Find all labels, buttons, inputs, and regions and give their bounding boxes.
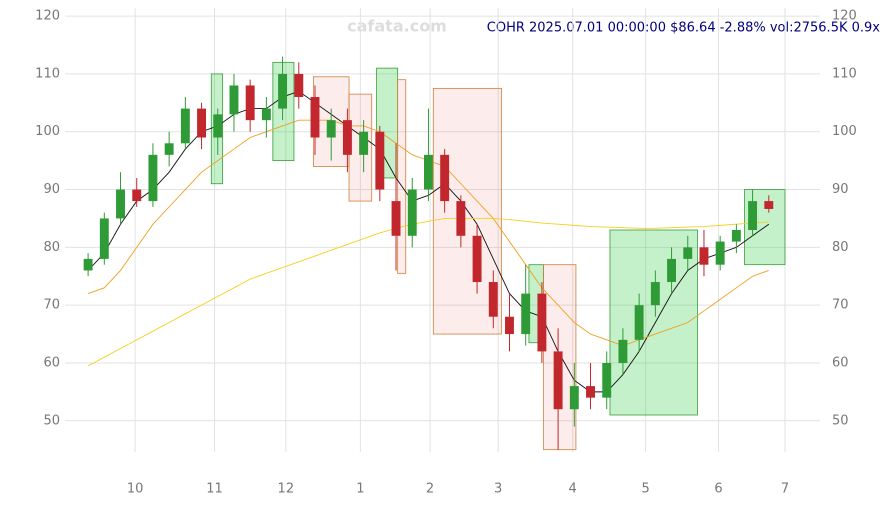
candle-body — [618, 339, 628, 363]
candle-body — [391, 201, 401, 236]
y-tick-label-right: 110 — [832, 66, 857, 81]
candle-body — [164, 143, 174, 155]
y-tick-label-right: 60 — [832, 355, 849, 370]
indicator-line — [87, 217, 769, 367]
candle-body — [586, 386, 595, 398]
candle-body — [488, 282, 498, 317]
candle-body — [731, 230, 741, 242]
y-tick-label-right: 100 — [832, 124, 857, 139]
candle-body — [132, 189, 142, 202]
x-tick-label: 5 — [641, 482, 649, 497]
candle-body — [683, 247, 693, 259]
candle-body — [569, 386, 579, 410]
candle-body — [99, 218, 109, 259]
x-tick-label: 11 — [206, 482, 223, 497]
y-tick-label: 50 — [43, 413, 60, 428]
x-tick-label: 3 — [494, 482, 502, 497]
y-tick-label: 120 — [35, 9, 60, 24]
candle-body — [505, 316, 514, 335]
y-tick-label: 60 — [43, 355, 60, 370]
candle-body — [245, 85, 255, 121]
candle-body — [278, 73, 288, 109]
y-tick-label-right: 70 — [832, 298, 849, 313]
candle-body — [326, 120, 336, 138]
candle-body — [116, 189, 125, 219]
candle-body — [213, 114, 223, 138]
chart-title: COHR 2025.07.01 00:00:00 $86.64 -2.88% v… — [487, 21, 881, 36]
candle-body — [748, 201, 758, 230]
y-tick-label-right: 90 — [832, 182, 849, 197]
candle-body — [602, 362, 612, 398]
candle-body — [521, 293, 531, 335]
y-tick-label: 110 — [35, 66, 60, 81]
zone — [397, 79, 407, 274]
candle-body — [310, 97, 320, 138]
x-tick-label: 12 — [278, 482, 295, 497]
candle-body — [715, 241, 725, 265]
candle-body — [261, 108, 271, 121]
candle-body — [650, 282, 660, 306]
candle-body — [83, 258, 93, 271]
candle-body — [423, 154, 433, 190]
y-tick-label-right: 120 — [832, 9, 857, 24]
x-tick-label: 10 — [127, 482, 144, 497]
x-tick-label: 2 — [426, 482, 434, 497]
x-tick-label: 4 — [569, 482, 577, 497]
x-tick-label: 1 — [356, 482, 364, 497]
candle-body — [294, 73, 304, 98]
candle-body — [229, 85, 239, 115]
watermark: cafata.com — [347, 17, 447, 36]
candle-body — [537, 293, 547, 352]
y-tick-label: 70 — [43, 298, 60, 313]
x-tick-label: 7 — [781, 482, 789, 497]
candle-body — [342, 120, 352, 155]
candle-body — [359, 131, 369, 155]
candle-body — [407, 189, 417, 236]
zone — [609, 229, 698, 416]
candle-body — [180, 108, 190, 144]
candle-body — [553, 351, 563, 410]
candle-body — [634, 305, 644, 340]
candle-body — [440, 154, 450, 202]
candle-body — [197, 108, 207, 138]
y-tick-label-right: 50 — [832, 413, 849, 428]
y-tick-label-right: 80 — [832, 240, 849, 255]
candle-body — [667, 258, 677, 283]
x-tick-label: 6 — [714, 482, 722, 497]
y-tick-label: 90 — [43, 182, 60, 197]
candle-body — [375, 131, 385, 190]
y-tick-label: 100 — [35, 124, 60, 139]
candle-body — [148, 154, 158, 202]
candle-body — [456, 201, 466, 236]
candle-body — [699, 247, 709, 265]
candle-body — [764, 201, 774, 209]
candle-body — [472, 235, 482, 283]
y-tick-label: 80 — [43, 240, 60, 255]
